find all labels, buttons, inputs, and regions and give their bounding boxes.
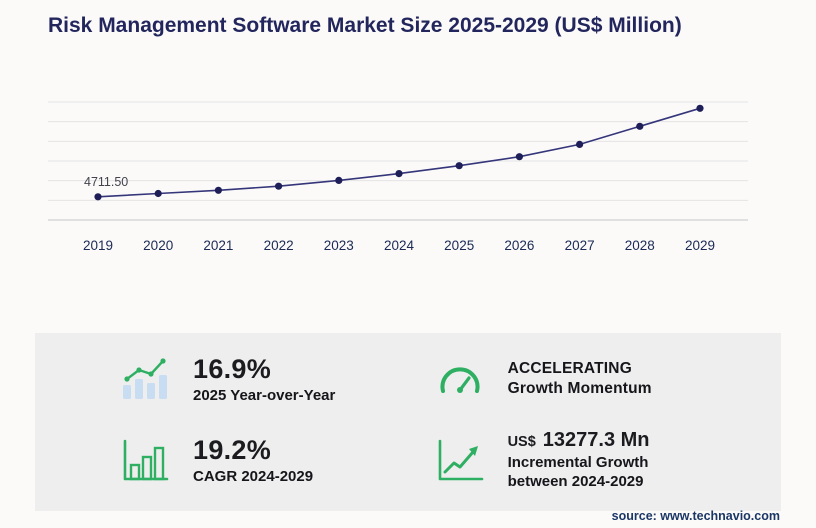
cagr-value: 19.2% <box>193 434 272 465</box>
svg-text:2020: 2020 <box>143 238 173 253</box>
bar-chart-growth-icon <box>117 355 173 403</box>
momentum-line1: ACCELERATING <box>507 359 632 377</box>
chart-area: 4711.50 2019 2020 2021 2022 2023 2024 2025 2026 2… <box>48 92 748 270</box>
svg-text:2029: 2029 <box>685 238 715 253</box>
svg-text:2023: 2023 <box>324 238 354 253</box>
speedometer-icon <box>432 359 488 399</box>
svg-text:4711.50: 4711.50 <box>84 175 128 189</box>
momentum-line2: Growth Momentum <box>507 379 652 397</box>
svg-text:2024: 2024 <box>384 238 415 253</box>
yoy-label: 2025 Year-over-Year <box>193 386 336 404</box>
svg-text:2019: 2019 <box>83 238 113 253</box>
stat-cagr: 19.2% CAGR 2024-2029 <box>117 435 432 485</box>
incremental-amount: 13277.3 Mn <box>542 429 650 452</box>
source-text: source: www.technavio.com <box>611 509 780 523</box>
page-title: Risk Management Software Market Size 202… <box>48 14 682 37</box>
svg-text:2027: 2027 <box>565 238 595 253</box>
svg-text:2026: 2026 <box>504 238 534 253</box>
svg-text:2025: 2025 <box>444 238 474 253</box>
incremental-value: US$ 13277.3 Mn <box>508 429 650 452</box>
stat-momentum: ACCELERATING Growth Momentum <box>432 359 765 399</box>
incremental-currency: US$ <box>507 434 536 451</box>
cagr-label: CAGR 2024-2029 <box>193 467 314 485</box>
stat-yoy: 16.9% 2025 Year-over-Year <box>117 354 432 404</box>
growth-arrow-icon <box>432 437 488 483</box>
svg-text:2022: 2022 <box>264 238 294 253</box>
market-line-chart: 4711.50 2019 2020 2021 2022 2023 2024 2025 2026 2… <box>48 101 748 253</box>
stat-incremental: US$ 13277.3 Mn Incremental Growth betwee… <box>432 429 765 490</box>
svg-text:2028: 2028 <box>625 238 655 253</box>
stats-panel: 16.9% 2025 Year-over-Year ACCELERATING G… <box>35 333 781 511</box>
yoy-value: 16.9% <box>193 353 272 384</box>
incremental-line1: Incremental Growth <box>507 454 649 472</box>
incremental-line2: between 2024-2029 <box>507 473 644 491</box>
cagr-bars-icon <box>117 437 173 483</box>
svg-text:2021: 2021 <box>203 238 233 253</box>
